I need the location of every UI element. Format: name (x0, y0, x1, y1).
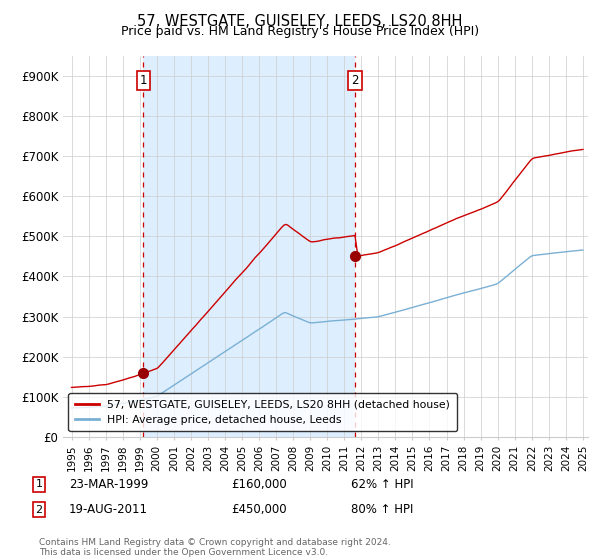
Text: 80% ↑ HPI: 80% ↑ HPI (351, 503, 413, 516)
Text: 2: 2 (351, 74, 359, 87)
Text: Contains HM Land Registry data © Crown copyright and database right 2024.
This d: Contains HM Land Registry data © Crown c… (39, 538, 391, 557)
Text: 1: 1 (35, 479, 43, 489)
Text: 2: 2 (35, 505, 43, 515)
Bar (143, 56, 355, 437)
Text: Price paid vs. HM Land Registry's House Price Index (HPI): Price paid vs. HM Land Registry's House … (121, 25, 479, 38)
Text: £450,000: £450,000 (231, 503, 287, 516)
Text: 23-MAR-1999: 23-MAR-1999 (69, 478, 148, 491)
Text: 19-AUG-2011: 19-AUG-2011 (69, 503, 148, 516)
Text: 62% ↑ HPI: 62% ↑ HPI (351, 478, 413, 491)
Text: £160,000: £160,000 (231, 478, 287, 491)
Text: 1: 1 (140, 74, 147, 87)
Text: 57, WESTGATE, GUISELEY, LEEDS, LS20 8HH: 57, WESTGATE, GUISELEY, LEEDS, LS20 8HH (137, 14, 463, 29)
Legend: 57, WESTGATE, GUISELEY, LEEDS, LS20 8HH (detached house), HPI: Average price, de: 57, WESTGATE, GUISELEY, LEEDS, LS20 8HH … (68, 393, 457, 431)
